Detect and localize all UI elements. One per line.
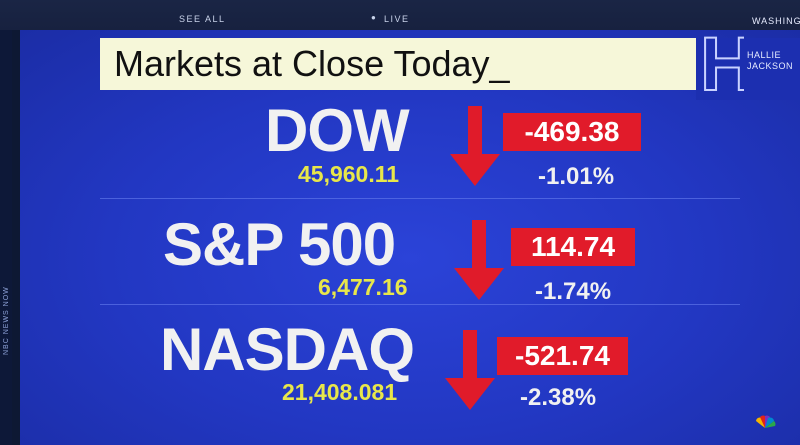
host-name: HALLIE JACKSON [747,50,793,72]
index-change-dow: -469.38 [503,113,641,151]
live-link[interactable]: LIVE [384,14,410,24]
market-graphic-background [20,30,800,445]
left-edge-strip [0,30,12,445]
live-indicator-icon: ● [371,13,378,22]
index-name-sp500: S&P 500 [163,211,396,278]
index-level-dow: 45,960.11 [298,161,400,187]
host-panel [696,38,800,100]
index-percent-sp500: -1.74% [535,278,612,305]
page-title: Markets at Close Today_ [100,38,696,90]
index-name-nasdaq: NASDAQ [160,316,415,383]
washington-label: WASHING [752,16,800,26]
network-logo-icon [756,415,776,428]
host-last-name: JACKSON [747,61,794,71]
index-change-sp500: 114.74 [511,228,635,266]
down-arrow-icon [445,330,495,410]
index-level-sp500: 6,477.16 [318,274,408,300]
top-navigation-bar: SEE ALL ● LIVE [0,0,800,30]
index-change-nasdaq: -521.74 [497,337,628,375]
index-name-dow: DOW [265,97,410,164]
index-percent-nasdaq: -2.38% [520,384,597,411]
see-all-link[interactable]: SEE ALL [179,14,226,24]
row-divider [100,198,740,199]
host-initials-graphic: H [700,30,744,100]
down-arrow-icon [450,106,500,186]
index-level-nasdaq: 21,408.081 [282,379,398,405]
network-side-label: NBC NEWS NOW [3,286,10,355]
down-arrow-icon [454,220,504,300]
row-divider [100,304,740,305]
host-first-name: HALLIE [747,50,782,60]
index-percent-dow: -1.01% [538,163,615,190]
